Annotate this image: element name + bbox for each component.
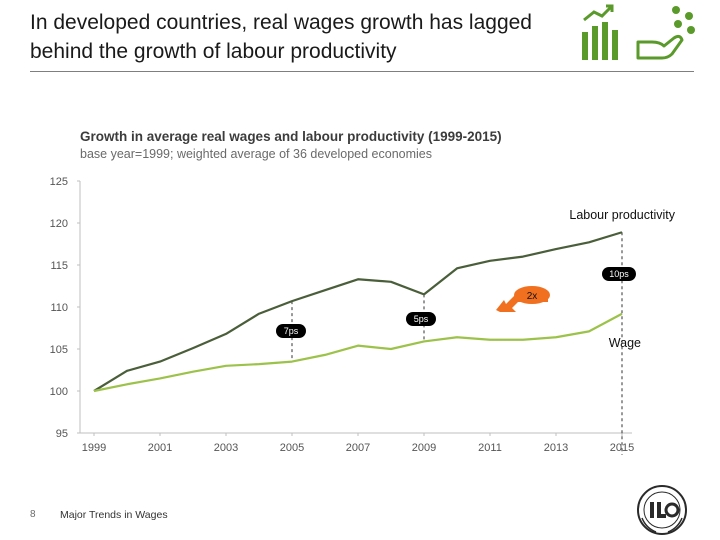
gap-badge-2015-shape <box>602 267 636 281</box>
growth-hand-logo-icon <box>582 4 695 60</box>
title-divider <box>30 71 694 72</box>
y-tick-label: 125 <box>50 176 68 188</box>
gap-badge-2015: 10ps <box>609 269 629 279</box>
series-label-wage: Wage <box>609 336 641 350</box>
y-tick-label: 105 <box>50 344 68 356</box>
y-tick-label: 115 <box>50 260 68 272</box>
chart-subtitle: base year=1999; weighted average of 36 d… <box>80 147 432 161</box>
gap-badge-2005: 7ps <box>284 326 299 336</box>
y-tick-label: 100 <box>50 386 68 398</box>
x-tick-label: 2015 <box>610 442 634 454</box>
y-tick-label: 95 <box>56 428 68 440</box>
x-tick-label: 1999 <box>82 442 106 454</box>
footer-text: Major Trends in Wages <box>60 509 168 521</box>
chart-title: Growth in average real wages and labour … <box>80 129 502 144</box>
series-label-labour-productivity: Labour productivity <box>569 208 675 222</box>
ratio-badge-label: 2x <box>527 291 538 302</box>
gap-badge-2005-shape <box>276 324 306 338</box>
ilo-emblem-icon <box>637 485 687 535</box>
x-tick-label: 2001 <box>148 442 172 454</box>
slide-title: In developed countries, real wages growt… <box>30 11 532 63</box>
x-tick-label: 2007 <box>346 442 370 454</box>
series-line-wage <box>93 312 623 393</box>
x-tick-label: 2003 <box>214 442 238 454</box>
gap-badge-2009-shape <box>406 312 436 326</box>
gap-badge-2009: 5ps <box>414 314 429 324</box>
page-number: 8 <box>30 509 36 520</box>
y-tick-label: 110 <box>50 302 68 314</box>
x-tick-label: 2009 <box>412 442 436 454</box>
y-tick-label: 120 <box>50 218 68 230</box>
ratio-badge-shape <box>514 286 550 304</box>
series-line-labour-productivity <box>93 231 623 392</box>
x-tick-label: 2011 <box>478 442 502 454</box>
x-tick-label: 2013 <box>544 442 568 454</box>
x-tick-label: 2005 <box>280 442 304 454</box>
